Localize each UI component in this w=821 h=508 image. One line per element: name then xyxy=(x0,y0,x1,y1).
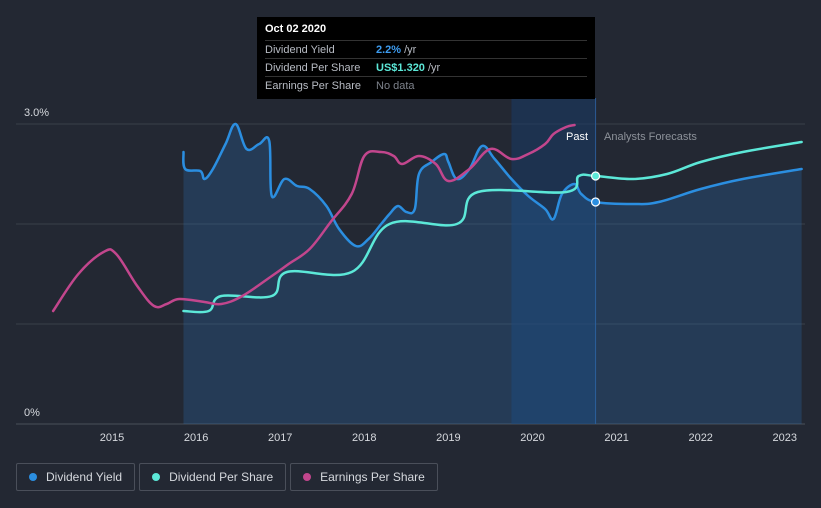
x-tick-label: 2019 xyxy=(436,432,460,444)
tooltip-row-dividend-yield: Dividend Yield 2.2% /yr xyxy=(265,40,587,58)
dividend-per-share-marker xyxy=(590,171,601,181)
chart-tooltip: Oct 02 2020 Dividend Yield 2.2% /yr Divi… xyxy=(257,17,595,99)
tooltip-value: No data xyxy=(376,80,415,92)
legend-dividend-per-share[interactable]: Dividend Per Share xyxy=(139,463,287,491)
earnings-per-share-line xyxy=(51,123,576,313)
tooltip-unit: /yr xyxy=(404,44,417,56)
x-tick-label: 2016 xyxy=(184,432,208,444)
tooltip-value: 2.2% xyxy=(376,44,402,56)
tooltip-date: Oct 02 2020 xyxy=(265,23,327,35)
dividend-yield-marker xyxy=(590,197,601,207)
y-axis-bottom-label: 0% xyxy=(24,407,40,419)
x-tick-label: 2022 xyxy=(688,432,712,444)
legend-label: Dividend Yield xyxy=(46,470,123,484)
x-tick-label: 2023 xyxy=(773,432,797,444)
tooltip-value: US$1.320 xyxy=(376,62,425,74)
y-axis-top-label: 3.0% xyxy=(24,107,49,119)
past-label: Past xyxy=(566,131,588,143)
tooltip-unit: /yr xyxy=(427,62,441,74)
legend-dot-icon xyxy=(29,473,37,481)
x-tick-label: 2021 xyxy=(604,432,628,444)
chart-gridlines xyxy=(16,123,805,425)
highlight-band xyxy=(511,98,596,424)
dividend-yield-line xyxy=(182,122,803,248)
x-tick-label: 2015 xyxy=(100,432,124,444)
tooltip-row-earnings-per-share: Earnings Per Share No data xyxy=(265,76,587,94)
tooltip-label: Earnings Per Share xyxy=(265,80,361,92)
chart-areas xyxy=(183,123,802,424)
tooltip-label: Dividend Yield xyxy=(265,44,335,56)
chart-highlight-region xyxy=(511,98,597,424)
legend-earnings-per-share[interactable]: Earnings Per Share xyxy=(290,463,438,491)
forecast-label: Analysts Forecasts xyxy=(604,131,697,143)
x-tick-label: 2018 xyxy=(352,432,376,444)
chart-legend: Dividend Yield Dividend Per Share Earnin… xyxy=(16,463,438,491)
dividend-chart: 2015 2016 2017 2018 2019 2020 2021 2022 2023 3.0… xyxy=(16,98,805,444)
legend-dot-icon xyxy=(303,473,312,481)
chart-lines xyxy=(51,122,803,314)
legend-label: Earnings Per Share xyxy=(320,470,425,484)
dividend-per-share-line xyxy=(182,140,803,314)
legend-dividend-yield[interactable]: Dividend Yield xyxy=(16,463,136,491)
dividend-yield-area xyxy=(183,123,802,424)
tooltip-label: Dividend Per Share xyxy=(265,62,361,74)
chart-x-axis: 2015 2016 2017 2018 2019 2020 2021 2022 2023 xyxy=(100,432,797,444)
legend-dot-icon xyxy=(152,473,161,481)
chart-markers xyxy=(590,171,601,207)
x-tick-label: 2017 xyxy=(268,432,292,444)
legend-label: Dividend Per Share xyxy=(169,470,274,484)
x-tick-label: 2020 xyxy=(520,432,544,444)
tooltip-row-dividend-per-share: Dividend Per Share US$1.320 /yr xyxy=(265,58,587,76)
